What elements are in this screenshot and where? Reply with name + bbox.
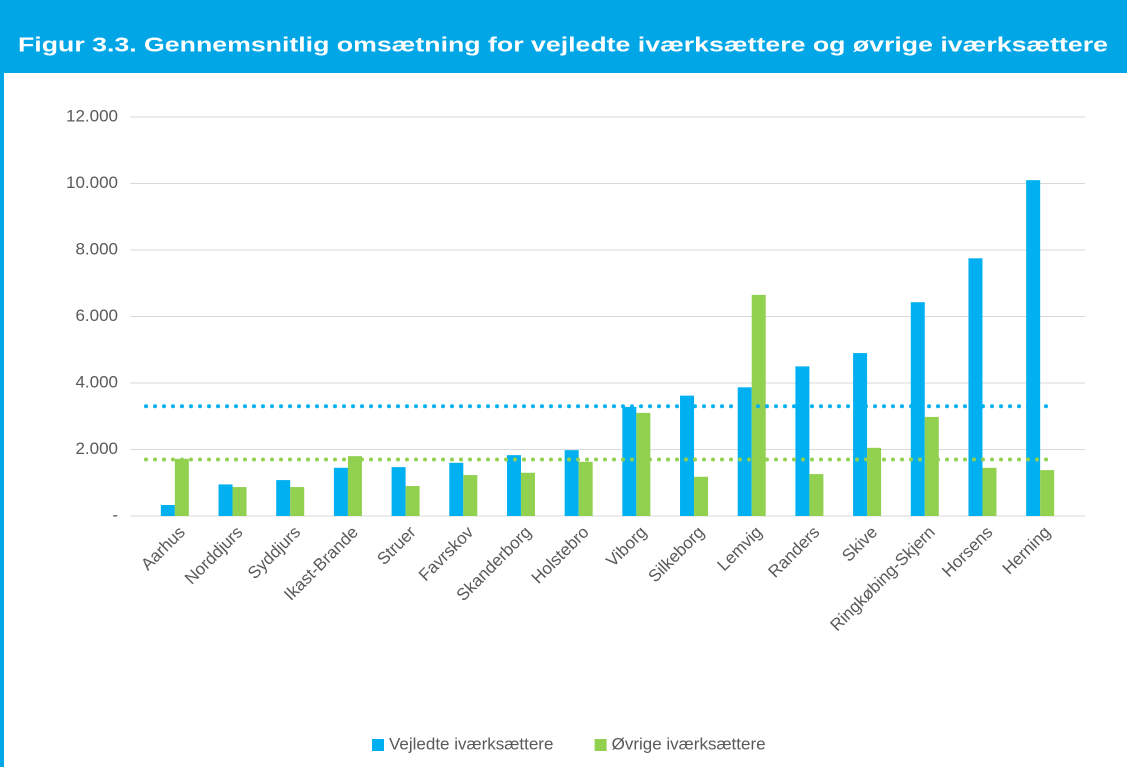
bar <box>853 353 868 516</box>
legend-swatch <box>594 739 607 751</box>
bar <box>867 447 882 516</box>
bar <box>463 475 478 516</box>
bar <box>680 395 695 516</box>
bar <box>809 474 824 516</box>
y-tick-label: 4.000 <box>75 372 118 391</box>
bar <box>924 416 939 516</box>
y-tick-label: 2.000 <box>75 439 118 458</box>
bar <box>333 467 348 516</box>
x-tick-label: Horsens <box>938 523 996 581</box>
y-tick-label: - <box>112 505 118 524</box>
x-tick-label: Syddjurs <box>244 523 304 583</box>
bar <box>1026 180 1041 517</box>
bar <box>578 461 593 516</box>
bar <box>622 406 637 516</box>
x-tick-label: Viborg <box>602 523 650 571</box>
bar <box>506 455 521 516</box>
header-bar <box>0 0 1127 73</box>
bar <box>910 302 925 516</box>
x-tick-label: Randers <box>765 523 824 582</box>
bar <box>520 472 535 516</box>
bar <box>982 467 997 516</box>
x-tick-label: Skive <box>838 523 881 566</box>
bar <box>636 412 651 516</box>
bar <box>290 487 305 516</box>
bar <box>1040 470 1055 516</box>
y-tick-label: 6.000 <box>75 306 118 325</box>
legend-label: Øvrige iværksættere <box>612 734 766 753</box>
x-tick-label: Struer <box>373 522 419 568</box>
y-tick-label: 12.000 <box>66 106 118 125</box>
bar <box>968 258 983 516</box>
legend-label: Vejledte iværksættere <box>389 734 553 753</box>
bar <box>449 462 464 516</box>
left-border <box>0 73 4 767</box>
x-tick-label: Holstebro <box>528 523 593 588</box>
bar <box>160 505 175 516</box>
x-tick-label: Lemvig <box>714 523 766 575</box>
y-tick-label: 10.000 <box>66 173 118 192</box>
bar <box>391 467 406 516</box>
x-tick-label: Norddjurs <box>181 523 247 589</box>
x-tick-label: Herning <box>999 523 1055 579</box>
bar <box>694 476 709 516</box>
bar <box>347 456 362 516</box>
x-tick-label: Silkeborg <box>644 523 708 587</box>
bar <box>174 458 189 516</box>
chart-title: Figur 3.3. Gennemsnitlig omsætning for v… <box>18 34 1108 56</box>
x-tick-label: Ringkøbing-Skjern <box>826 523 938 635</box>
bar <box>218 484 233 516</box>
bar <box>232 487 247 516</box>
bar <box>276 480 291 516</box>
bar <box>737 387 752 516</box>
bar <box>405 486 420 516</box>
bar <box>564 450 579 516</box>
x-tick-label: Aarhus <box>137 523 189 575</box>
legend-swatch <box>372 739 384 751</box>
y-tick-label: 8.000 <box>75 239 118 258</box>
bar <box>795 366 810 516</box>
